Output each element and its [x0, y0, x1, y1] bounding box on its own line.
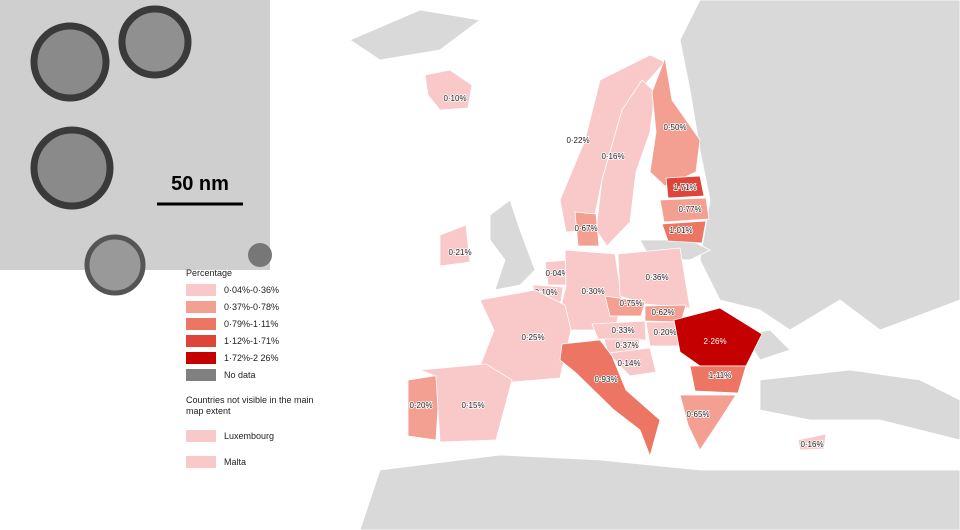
- country: [591, 320, 647, 341]
- legend-item: 0·79%-1·11%: [186, 315, 326, 332]
- region-label: 1·11%: [709, 371, 732, 380]
- legend-swatch: [186, 283, 216, 296]
- country: [439, 224, 471, 267]
- country: [665, 175, 705, 199]
- region-label: 0·21%: [448, 248, 471, 257]
- country: [419, 363, 513, 443]
- country: [607, 347, 657, 377]
- region-label: 0·67%: [574, 224, 597, 233]
- legend-item: 1·12%-1·71%: [186, 332, 326, 349]
- country: [649, 56, 701, 187]
- scale-label: 50 nm: [171, 173, 229, 195]
- region-label: 0·04%: [545, 269, 568, 278]
- inset-list: Luxembourg Malta: [186, 423, 326, 475]
- country: [659, 197, 710, 223]
- country: [574, 211, 600, 247]
- region-label: 0·25%: [521, 333, 544, 342]
- region-label: 0·33%: [611, 326, 634, 335]
- region-label: 0·10%: [534, 288, 557, 297]
- legend-swatch: [186, 300, 216, 313]
- region-label: 0·20%: [653, 328, 676, 337]
- legend-label: Malta: [224, 457, 247, 467]
- legend-label: No data: [224, 369, 256, 380]
- region-label: 0·16%: [601, 152, 624, 161]
- legend-item: 0·37%-0·78%: [186, 298, 326, 315]
- region-label: 0·65%: [686, 410, 709, 419]
- region-label: 2·26%: [703, 337, 726, 346]
- region-label: 0·50%: [663, 123, 686, 132]
- region-label: 0·62%: [651, 308, 674, 317]
- region-label: 0·15%: [461, 401, 484, 410]
- legend-item: 1·72%-2 26%: [186, 349, 326, 366]
- micrograph: 50 nm: [0, 0, 272, 296]
- legend-classes: 0·04%-0·36% 0·37%-0·78% 0·79%-1·11% 1·12%-1…: [186, 281, 326, 383]
- region-label: 0·20%: [409, 401, 432, 410]
- country: [689, 365, 747, 394]
- region-label: 0·16%: [800, 440, 823, 449]
- legend-label: Luxembourg: [224, 431, 275, 441]
- legend-label: 0·79%-1·11%: [224, 318, 279, 329]
- country: [424, 69, 473, 111]
- legend-label: 1·72%-2 26%: [224, 352, 279, 363]
- region-label: 0·22%: [566, 136, 589, 145]
- legend-item: Malta: [186, 449, 326, 475]
- legend-item: 0·04%-0·36%: [186, 281, 326, 298]
- legend-swatch: [186, 430, 216, 442]
- region-label: 0·10%: [443, 94, 466, 103]
- region-label: 0·30%: [581, 287, 604, 296]
- legend-title: Percentage: [186, 268, 233, 278]
- country: [604, 295, 646, 317]
- inset-title: Countries not visible in the main map ex…: [186, 395, 314, 416]
- region-label: 0·37%: [615, 341, 638, 350]
- legend: Percentage 0·04%-0·36% 0·37%-0·78% 0·79%-1…: [186, 268, 326, 475]
- region-label: 0·93%: [594, 375, 617, 384]
- background-land: [349, 0, 960, 530]
- country: [407, 374, 441, 441]
- region-label: 1·71%: [673, 183, 696, 192]
- region-label: 0·36%: [645, 273, 668, 282]
- legend-swatch: [186, 456, 216, 468]
- legend-swatch: [186, 368, 216, 381]
- legend-label: 0·37%-0·78%: [224, 301, 280, 312]
- legend-item: Luxembourg: [186, 423, 326, 449]
- region-label: 0·77%: [678, 205, 701, 214]
- country: [559, 339, 661, 458]
- country: [679, 394, 737, 451]
- legend-label: 1·12%-1·71%: [224, 335, 280, 346]
- country: [479, 289, 572, 383]
- region-label: 0·75%: [619, 299, 642, 308]
- region-label: 1·01%: [669, 226, 692, 235]
- legend-label: 0·04%-0·36%: [224, 284, 280, 295]
- legend-swatch: [186, 351, 216, 364]
- region-label: 0·14%: [617, 359, 640, 368]
- countries: 0·10% 0·22% 0·16% 0·50% 1·71% 0·77% 1·01% 0·21%…: [407, 54, 827, 458]
- country: [595, 79, 656, 247]
- legend-swatch: [186, 334, 216, 347]
- legend-swatch: [186, 317, 216, 330]
- legend-item: No data: [186, 366, 326, 383]
- country: [797, 433, 827, 451]
- country: [561, 249, 623, 331]
- country: [661, 220, 707, 244]
